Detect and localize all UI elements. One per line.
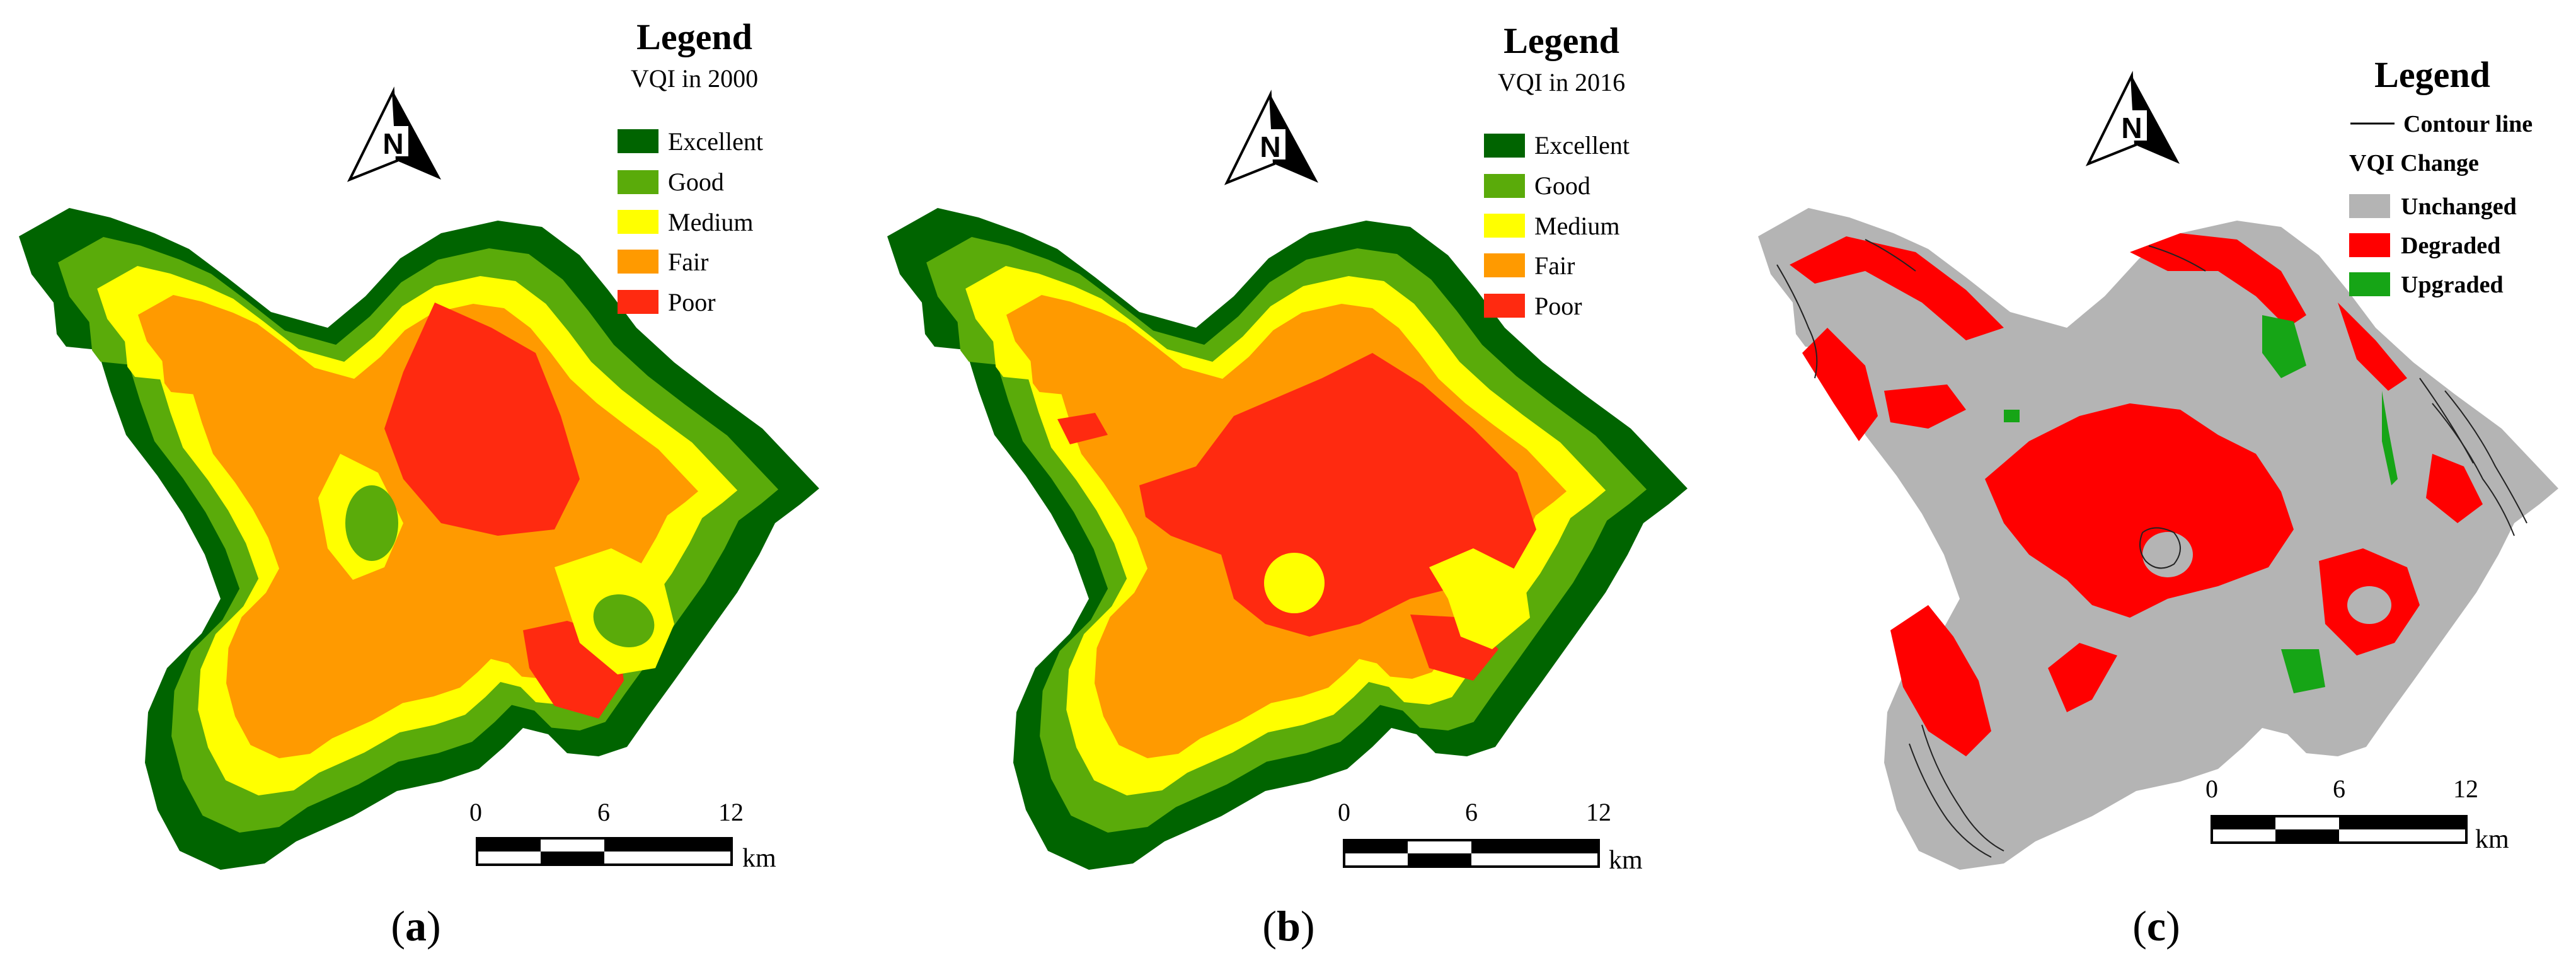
legend-swatch-upgraded [2349,272,2390,296]
legend-label-fair: Fair [668,248,708,276]
legend-a: Legend VQI in 2000 Excellent Good Medium… [618,16,763,316]
panel-b: Legend VQI in 2016 Excellent Good Medium… [887,20,1688,950]
upgraded-zones [2004,315,2398,693]
panel-a: Legend VQI in 2000 Excellent Good Medium… [19,16,819,950]
legend-label-medium: Medium [1534,212,1620,240]
legend-title: Legend [2374,54,2490,95]
scale-unit: km [742,844,776,873]
vqi-map-2016 [887,208,1688,870]
legend-label-poor: Poor [668,288,716,316]
legend-swatch-good [1484,174,1525,198]
legend-swatch-fair [1484,253,1525,277]
north-arrow-letter: N [382,127,403,160]
legend-b: Legend VQI in 2016 Excellent Good Medium… [1484,20,1630,320]
north-arrow-icon: N [347,86,441,182]
scale-tick-6: 6 [597,798,610,826]
vqi-map-2000 [19,208,819,870]
scale-tick-0: 0 [1338,798,1350,826]
legend-subtitle: VQI Change [2349,150,2479,176]
legend-swatch-poor [618,290,658,314]
legend-swatch-good [618,170,658,194]
scale-bar-a: 0 6 12 km [469,798,776,873]
scale-tick-12: 12 [718,798,744,826]
contour-lines [1776,239,2527,858]
scale-tick-12: 12 [1586,798,1611,826]
scale-tick-6: 6 [2333,775,2345,803]
legend-swatch-fair [618,250,658,274]
scale-tick-6: 6 [1465,798,1478,826]
legend-label-degraded: Degraded [2401,233,2500,259]
legend-label-good: Good [1534,171,1590,200]
legend-swatch-poor [1484,294,1525,318]
legend-swatch-medium [618,210,658,234]
north-arrow-icon: N [1224,89,1318,185]
legend-swatch-medium [1484,214,1525,238]
scale-tick-0: 0 [2205,775,2218,803]
poor-zone [384,303,580,536]
legend-swatch-excellent [618,129,658,153]
scale-bar-b: 0 6 12 km [1338,798,1643,875]
legend-swatch-unchanged [2349,194,2390,218]
north-arrow-letter: N [2121,112,2142,144]
legend-subtitle: VQI in 2000 [631,64,758,93]
degraded-zones [1790,233,2483,756]
panel-caption-a: (a) [391,902,440,950]
poor-zone [1057,413,1108,444]
legend-label-contour-line: Contour line [2403,111,2533,137]
panel-caption-c: (c) [2132,902,2180,950]
legend-swatch-degraded [2349,233,2390,257]
legend-label-fair: Fair [1534,251,1575,280]
legend-title: Legend [1504,20,1619,61]
north-arrow-letter: N [1260,130,1280,163]
scale-unit: km [1609,846,1643,875]
legend-label-medium: Medium [668,208,754,236]
panel-caption-b: (b) [1262,902,1314,950]
legend-label-unchanged: Unchanged [2401,193,2517,220]
scale-tick-0: 0 [469,798,482,826]
scale-unit: km [2475,825,2509,854]
legend-label-excellent: Excellent [668,127,763,156]
legend-label-poor: Poor [1534,292,1582,320]
panel-c: Legend Contour line VQI Change Unchanged… [1758,54,2558,950]
legend-label-good: Good [668,168,724,196]
legend-label-excellent: Excellent [1534,131,1630,159]
scale-tick-12: 12 [2453,775,2478,803]
legend-c: Legend Contour line VQI Change Unchanged… [2349,54,2533,298]
scale-bar-c: 0 6 12 km [2205,775,2509,854]
vqi-change-map [1758,208,2558,870]
legend-title: Legend [636,16,752,57]
legend-subtitle: VQI in 2016 [1498,68,1625,96]
north-arrow-icon: N [2085,71,2180,166]
legend-swatch-excellent [1484,134,1525,158]
legend-label-upgraded: Upgraded [2401,272,2504,298]
